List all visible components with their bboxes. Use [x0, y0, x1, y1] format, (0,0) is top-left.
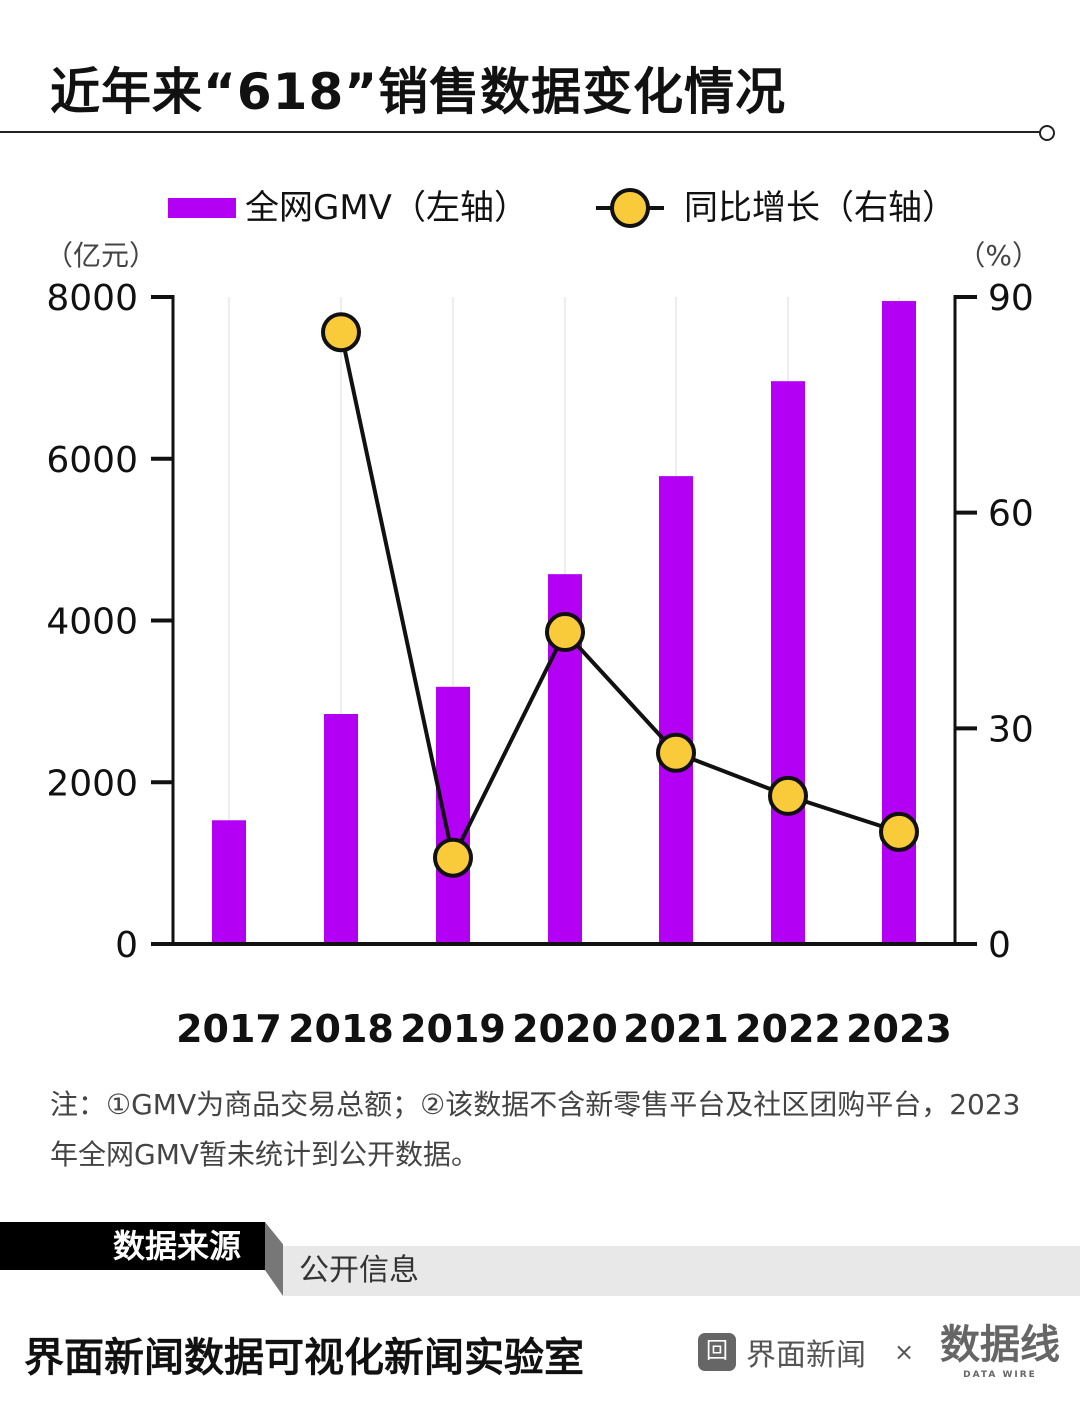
- chart-note: 注：①GMV为商品交易总额；②该数据不含新零售平台及社区团购平台，2023年全网…: [50, 1088, 1021, 1171]
- right-tick-label: 0: [988, 925, 1011, 966]
- right-tick-label: 30: [988, 709, 1034, 750]
- source-value: 公开信息: [283, 1246, 1080, 1296]
- growth-line: [339, 331, 900, 864]
- growth-point-2018: [321, 312, 361, 353]
- left-tick-label: 8000: [46, 278, 138, 319]
- title-divider: [0, 131, 1040, 133]
- x-tick-label: 2023: [846, 1007, 952, 1051]
- bar-2022: [771, 381, 805, 944]
- growth-point-2021: [656, 732, 696, 773]
- bar-2018: [324, 713, 358, 944]
- partner-sub: DATA WIRE: [963, 1370, 1037, 1380]
- growth-point-2020: [545, 612, 585, 653]
- legend-bar-label: 全网GMV（左轴）: [245, 188, 528, 228]
- growth-point-2022: [768, 775, 808, 816]
- page-title: 近年来“618”销售数据变化情况: [50, 63, 787, 121]
- left-tick-label: 6000: [46, 440, 138, 481]
- times-sign: ×: [894, 1338, 915, 1366]
- legend-line-label: 同比增长（右轴）: [684, 188, 956, 228]
- partner-logo: 数据线 DATA WIRE: [940, 1312, 1060, 1380]
- left-tick-label: 0: [115, 925, 138, 966]
- source-label: 数据来源: [0, 1222, 265, 1270]
- brand-name: 界面新闻: [746, 1338, 866, 1373]
- x-tick-label: 2020: [512, 1007, 618, 1051]
- divider-end-dot: [1039, 125, 1055, 141]
- right-tick-label: 60: [988, 494, 1034, 535]
- source-fold: [265, 1222, 283, 1296]
- right-tick-label: 90: [988, 278, 1034, 319]
- left-axis-unit: （亿元）: [45, 239, 157, 272]
- brand-icon: 回: [698, 1333, 736, 1371]
- x-tick-label: 2021: [623, 1007, 729, 1051]
- right-axis-unit: （%）: [957, 239, 1040, 272]
- growth-point-2023: [879, 811, 919, 852]
- chart: 全网GMV（左轴） 同比增长（右轴） （亿元） （%） 0 2000 4000 6000 800…: [45, 188, 1040, 1051]
- x-tick-label: 2022: [735, 1007, 841, 1051]
- bar-2017: [212, 820, 246, 944]
- legend-marker-icon: [610, 188, 650, 228]
- growth-point-2019: [433, 837, 473, 878]
- x-tick-label: 2017: [176, 1007, 282, 1051]
- left-tick-label: 4000: [46, 602, 138, 643]
- bar-2019: [436, 686, 470, 944]
- x-tick-label: 2019: [400, 1007, 506, 1051]
- bar-2021: [659, 476, 693, 944]
- partner-name: 数据线: [940, 1322, 1060, 1368]
- footer-org: 界面新闻数据可视化新闻实验室: [24, 1335, 584, 1381]
- brand-logo: 回 界面新闻 ×: [698, 1330, 914, 1374]
- legend-bar-swatch: [168, 198, 236, 218]
- left-tick-label: 2000: [46, 763, 138, 804]
- x-tick-label: 2018: [288, 1007, 394, 1051]
